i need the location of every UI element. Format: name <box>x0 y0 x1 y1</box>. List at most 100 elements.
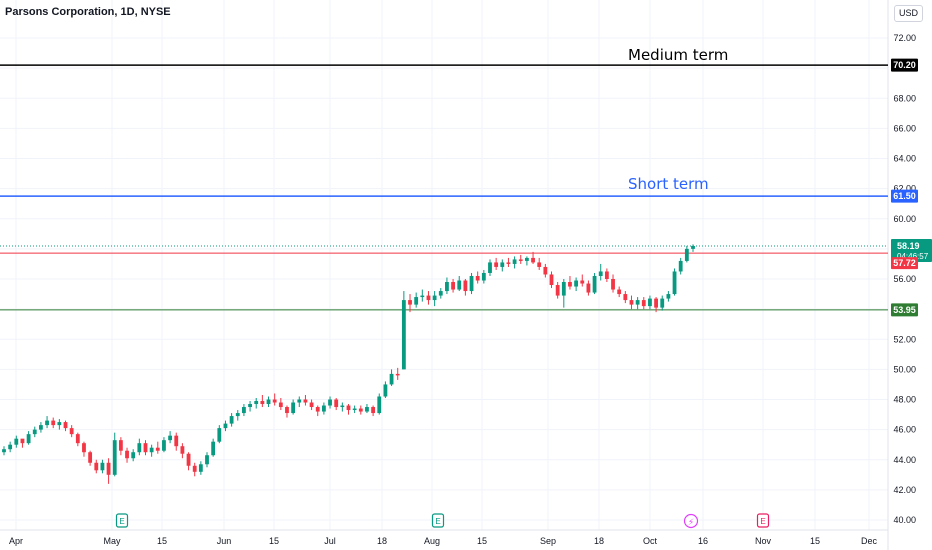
candle-body <box>537 262 542 267</box>
candle-body <box>88 452 93 463</box>
candle-body <box>8 444 13 450</box>
y-tick-label: 72.00 <box>893 33 916 43</box>
candle-body <box>555 285 560 296</box>
candle-body <box>82 443 86 453</box>
y-tick-label: 68.00 <box>893 93 916 103</box>
candle-body <box>20 438 25 444</box>
candle-body <box>654 298 658 308</box>
candle-body <box>678 260 683 272</box>
candle-body <box>155 447 160 451</box>
candle-body <box>309 402 314 408</box>
x-tick-label: 15 <box>269 536 279 546</box>
split-icon-glyph: ⚡ <box>688 518 694 528</box>
candle-body <box>2 449 6 453</box>
candle-body <box>223 423 228 429</box>
candle-body <box>371 407 376 414</box>
candle-body <box>475 275 480 281</box>
earnings-icon <box>431 513 445 528</box>
candle-body <box>32 429 37 435</box>
candle-body <box>205 455 209 465</box>
candle-body <box>611 279 615 290</box>
candle-body <box>500 262 505 267</box>
x-tick-label: 16 <box>698 536 708 546</box>
x-tick-label: 15 <box>810 536 820 546</box>
candle-body <box>691 246 695 249</box>
y-tick-label: 46.00 <box>893 425 916 435</box>
candle-body <box>568 282 572 287</box>
candle-body <box>14 438 19 445</box>
candle-body <box>623 294 628 301</box>
candle-body <box>574 280 579 287</box>
candle-body <box>137 443 142 453</box>
candle-body <box>278 402 283 408</box>
candle-body <box>586 283 591 293</box>
candle-body <box>242 407 246 414</box>
y-tick-label: 50.00 <box>893 364 916 374</box>
candle-body <box>635 300 640 305</box>
candle-body <box>229 416 234 424</box>
candle-body <box>561 282 566 296</box>
candle-body <box>365 407 369 412</box>
candle-body <box>531 257 535 263</box>
candle-body <box>100 462 105 471</box>
candle-body <box>414 297 419 305</box>
candle-body <box>266 399 271 405</box>
y-tick-label: 48.00 <box>893 395 916 405</box>
candle-body <box>518 259 523 261</box>
candle-body <box>684 248 689 261</box>
candle-body <box>75 434 80 444</box>
medium-term-annotation[interactable]: Medium term <box>628 46 729 64</box>
last-price-label: 58.19 <box>897 241 920 251</box>
short-term-annotation[interactable]: Short term <box>628 175 709 193</box>
candle-body <box>648 298 652 307</box>
candle-body <box>186 453 191 466</box>
candle-body <box>69 428 74 435</box>
candle-body <box>51 420 56 426</box>
y-tick-label: 60.00 <box>893 214 916 224</box>
y-tick-label: 40.00 <box>893 515 916 525</box>
currency-button[interactable]: USD <box>894 5 923 22</box>
candle-body <box>604 271 609 279</box>
y-tick-label: 66.00 <box>893 123 916 133</box>
candle-body <box>39 425 43 430</box>
candle-body <box>291 402 296 414</box>
y-tick-label: 62.00 <box>893 184 916 194</box>
y-tick-label: 64.00 <box>893 154 916 164</box>
candle-body <box>162 440 166 451</box>
candle-body <box>340 405 345 408</box>
candle-body <box>445 282 449 292</box>
short-term-price-label: 61.50 <box>893 191 916 201</box>
candle-body <box>377 396 382 414</box>
x-tick-label: Aug <box>424 536 440 546</box>
earnings-icon-glyph: E <box>435 517 440 526</box>
x-tick-label: Oct <box>643 536 658 546</box>
support-price-tag <box>891 303 918 317</box>
candle-body <box>389 373 394 385</box>
candle-body <box>285 407 289 414</box>
candle-body <box>131 452 136 459</box>
candle-body <box>395 373 400 376</box>
earnings-upcoming-icon <box>756 513 770 528</box>
candle-body <box>481 272 486 281</box>
candle-body <box>303 399 308 403</box>
candle-body <box>352 408 357 411</box>
candle-body <box>321 405 326 412</box>
candle-body <box>198 464 203 472</box>
candle-body <box>438 291 443 296</box>
candle-body <box>315 407 320 412</box>
candle-body <box>106 462 111 475</box>
candle-body <box>432 295 437 301</box>
candle-body <box>248 404 252 408</box>
candle-body <box>549 274 554 286</box>
candle-body <box>629 300 634 305</box>
candle-body <box>617 289 622 295</box>
medium-term-price-label: 70.20 <box>893 60 916 70</box>
candle-body <box>211 441 216 456</box>
candle-body <box>254 401 259 405</box>
candle-body <box>168 435 173 441</box>
candle-body <box>235 413 240 417</box>
candle-body <box>420 295 425 298</box>
split-icon <box>683 513 699 529</box>
